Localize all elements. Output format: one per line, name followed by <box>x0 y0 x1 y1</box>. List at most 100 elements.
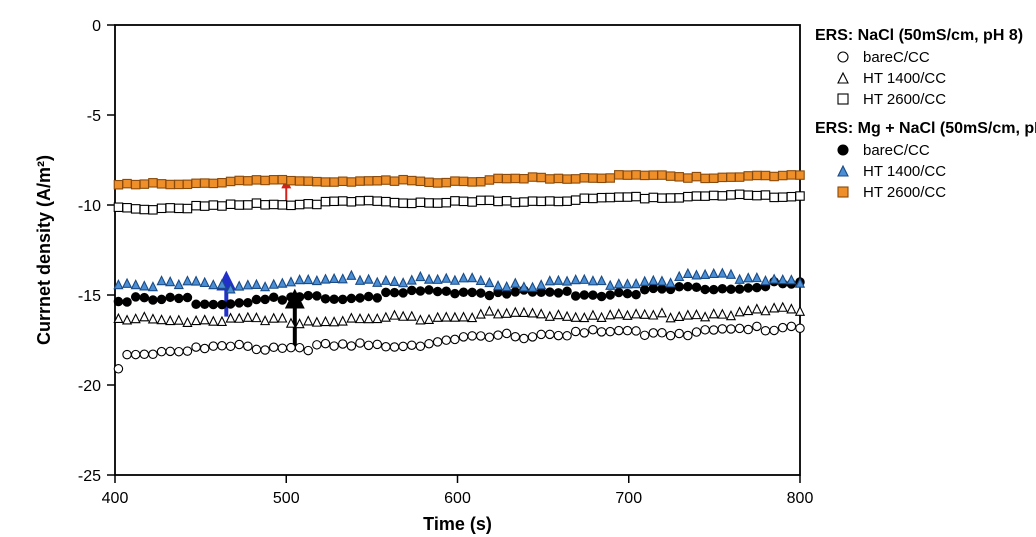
data-point <box>339 177 347 185</box>
data-point <box>166 180 174 188</box>
data-point <box>313 341 321 349</box>
data-point <box>313 318 321 326</box>
data-point <box>684 311 692 319</box>
data-point <box>408 276 416 284</box>
data-point <box>339 274 347 282</box>
data-point <box>658 329 666 337</box>
data-point <box>744 273 752 281</box>
data-point <box>192 300 200 308</box>
data-point <box>779 303 787 311</box>
data-point <box>477 289 485 297</box>
data-point <box>468 313 476 321</box>
data-point <box>580 275 588 283</box>
data-point <box>442 313 450 321</box>
plot-frame <box>115 25 800 475</box>
data-point <box>261 201 269 209</box>
data-point <box>735 190 743 198</box>
data-point <box>166 277 174 285</box>
legend-group-title: ERS: Mg + NaCl (50mS/cm, pH 8) <box>815 120 1036 137</box>
data-point <box>261 316 269 324</box>
data-point <box>408 312 416 320</box>
data-point <box>770 304 778 312</box>
data-point <box>278 314 286 322</box>
data-point <box>597 292 605 300</box>
data-point <box>511 174 519 182</box>
data-point <box>287 343 295 351</box>
data-point <box>425 178 433 186</box>
data-point <box>597 328 605 336</box>
data-point <box>175 180 183 188</box>
data-point <box>744 306 752 314</box>
legend-item-label: HT 2600/CC <box>863 91 946 108</box>
data-point <box>166 347 174 355</box>
data-point <box>468 198 476 206</box>
data-point <box>623 289 631 297</box>
data-point <box>433 338 441 346</box>
data-point <box>718 192 726 200</box>
data-point <box>753 171 761 179</box>
data-point <box>425 275 433 283</box>
data-point <box>675 194 683 202</box>
data-point <box>442 198 450 206</box>
data-point <box>710 269 718 277</box>
data-point <box>175 347 183 355</box>
data-point <box>528 283 536 291</box>
data-point <box>753 191 761 199</box>
data-point <box>131 205 139 213</box>
data-point <box>623 280 631 288</box>
data-point <box>330 295 338 303</box>
data-point <box>114 297 122 305</box>
data-point <box>373 294 381 302</box>
data-point <box>606 327 614 335</box>
data-point <box>313 292 321 300</box>
data-point <box>563 175 571 183</box>
data-point <box>140 312 148 320</box>
y-tick-label: -15 <box>78 288 101 305</box>
data-point <box>597 313 605 321</box>
data-point <box>149 282 157 290</box>
data-point <box>313 177 321 185</box>
data-point <box>347 294 355 302</box>
data-point <box>684 269 692 277</box>
data-point <box>658 285 666 293</box>
data-point <box>131 280 139 288</box>
data-point <box>235 299 243 307</box>
data-point <box>675 312 683 320</box>
data-point <box>649 311 657 319</box>
data-point <box>373 340 381 348</box>
data-point <box>727 270 735 278</box>
data-point <box>701 312 709 320</box>
data-point <box>494 309 502 317</box>
data-point <box>718 269 726 277</box>
data-point <box>192 343 200 351</box>
y-tick-label: -25 <box>78 468 101 485</box>
data-point <box>502 197 510 205</box>
data-point <box>408 176 416 184</box>
data-point <box>175 294 183 302</box>
data-point <box>313 200 321 208</box>
data-point <box>494 197 502 205</box>
data-point <box>666 172 674 180</box>
data-point <box>744 284 752 292</box>
data-point <box>485 196 493 204</box>
data-point <box>606 174 614 182</box>
data-point <box>244 313 252 321</box>
data-point <box>270 280 278 288</box>
data-point <box>209 280 217 288</box>
data-point <box>589 291 597 299</box>
data-point <box>718 310 726 318</box>
data-point <box>399 289 407 297</box>
data-point <box>321 317 329 325</box>
data-point <box>787 322 795 330</box>
data-point <box>209 317 217 325</box>
data-point <box>666 313 674 321</box>
data-point <box>442 287 450 295</box>
data-point <box>451 197 459 205</box>
data-point <box>632 309 640 317</box>
data-point <box>287 293 295 301</box>
data-point <box>787 304 795 312</box>
data-point <box>735 285 743 293</box>
data-point <box>244 342 252 350</box>
data-point <box>684 282 692 290</box>
data-point <box>192 316 200 324</box>
